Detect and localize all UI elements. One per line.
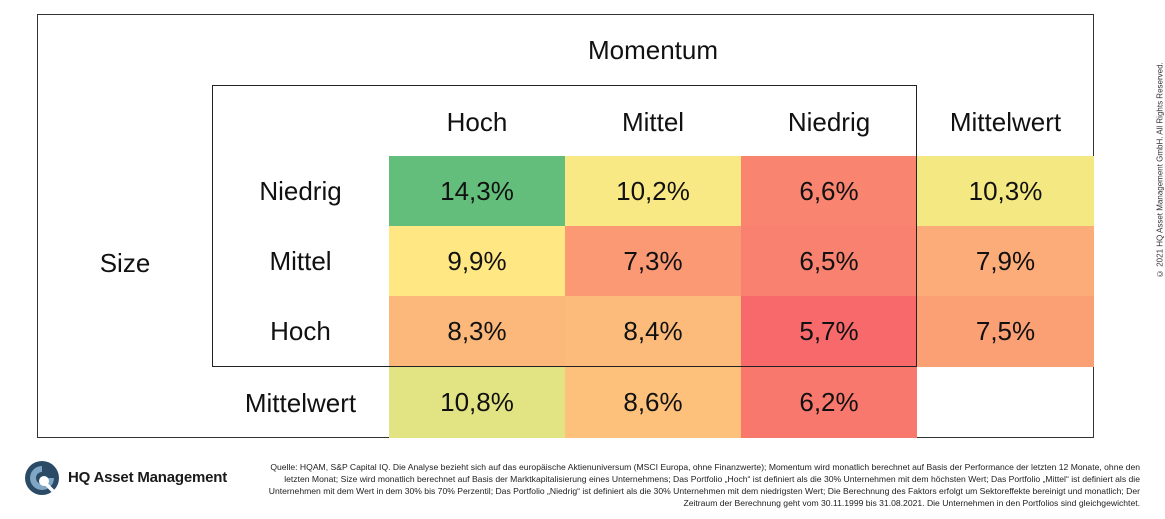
col-mean-cell: 6,2% bbox=[741, 367, 917, 438]
heatmap-cell: 8,3% bbox=[389, 296, 565, 367]
row-header-hoch: Hoch bbox=[270, 315, 331, 346]
col-mean-cell: 10,8% bbox=[389, 367, 565, 438]
heatmap-cell: 6,5% bbox=[741, 226, 917, 296]
row-mean-cell: 7,5% bbox=[917, 296, 1094, 367]
row-mean-cell: 7,9% bbox=[917, 226, 1094, 296]
x-axis-title: Momentum bbox=[587, 34, 719, 65]
col-header-hoch: Hoch bbox=[446, 106, 508, 137]
col-mean-cell: 8,6% bbox=[565, 367, 741, 438]
heatmap-cell: 8,4% bbox=[565, 296, 741, 367]
col-header-niedrig: Niedrig bbox=[787, 106, 871, 137]
row-header-niedrig: Niedrig bbox=[259, 175, 342, 206]
col-header-mittelwert: Mittelwert bbox=[949, 106, 1062, 137]
copyright-note: © 2021 HQ Asset Management GmbH. All Rig… bbox=[1155, 62, 1165, 278]
heatmap-cell: 6,6% bbox=[741, 156, 917, 226]
heatmap-cell: 14,3% bbox=[389, 156, 565, 226]
col-header-mittel: Mittel bbox=[621, 106, 685, 137]
row-header-mittelwert: Mittelwert bbox=[244, 387, 357, 418]
hq-logo-icon bbox=[25, 461, 59, 495]
brand-name: HQ Asset Management bbox=[68, 469, 228, 486]
heatmap-cell: 10,2% bbox=[565, 156, 741, 226]
y-axis-title: Size bbox=[99, 247, 151, 278]
heatmap-cell: 7,3% bbox=[565, 226, 741, 296]
heatmap-cell: 5,7% bbox=[741, 296, 917, 367]
source-note: Quelle: HQAM, S&P Capital IQ. Die Analys… bbox=[268, 462, 1140, 508]
row-mean-cell: 10,3% bbox=[917, 156, 1094, 226]
heatmap-cell: 9,9% bbox=[389, 226, 565, 296]
row-header-mittel: Mittel bbox=[269, 245, 332, 276]
